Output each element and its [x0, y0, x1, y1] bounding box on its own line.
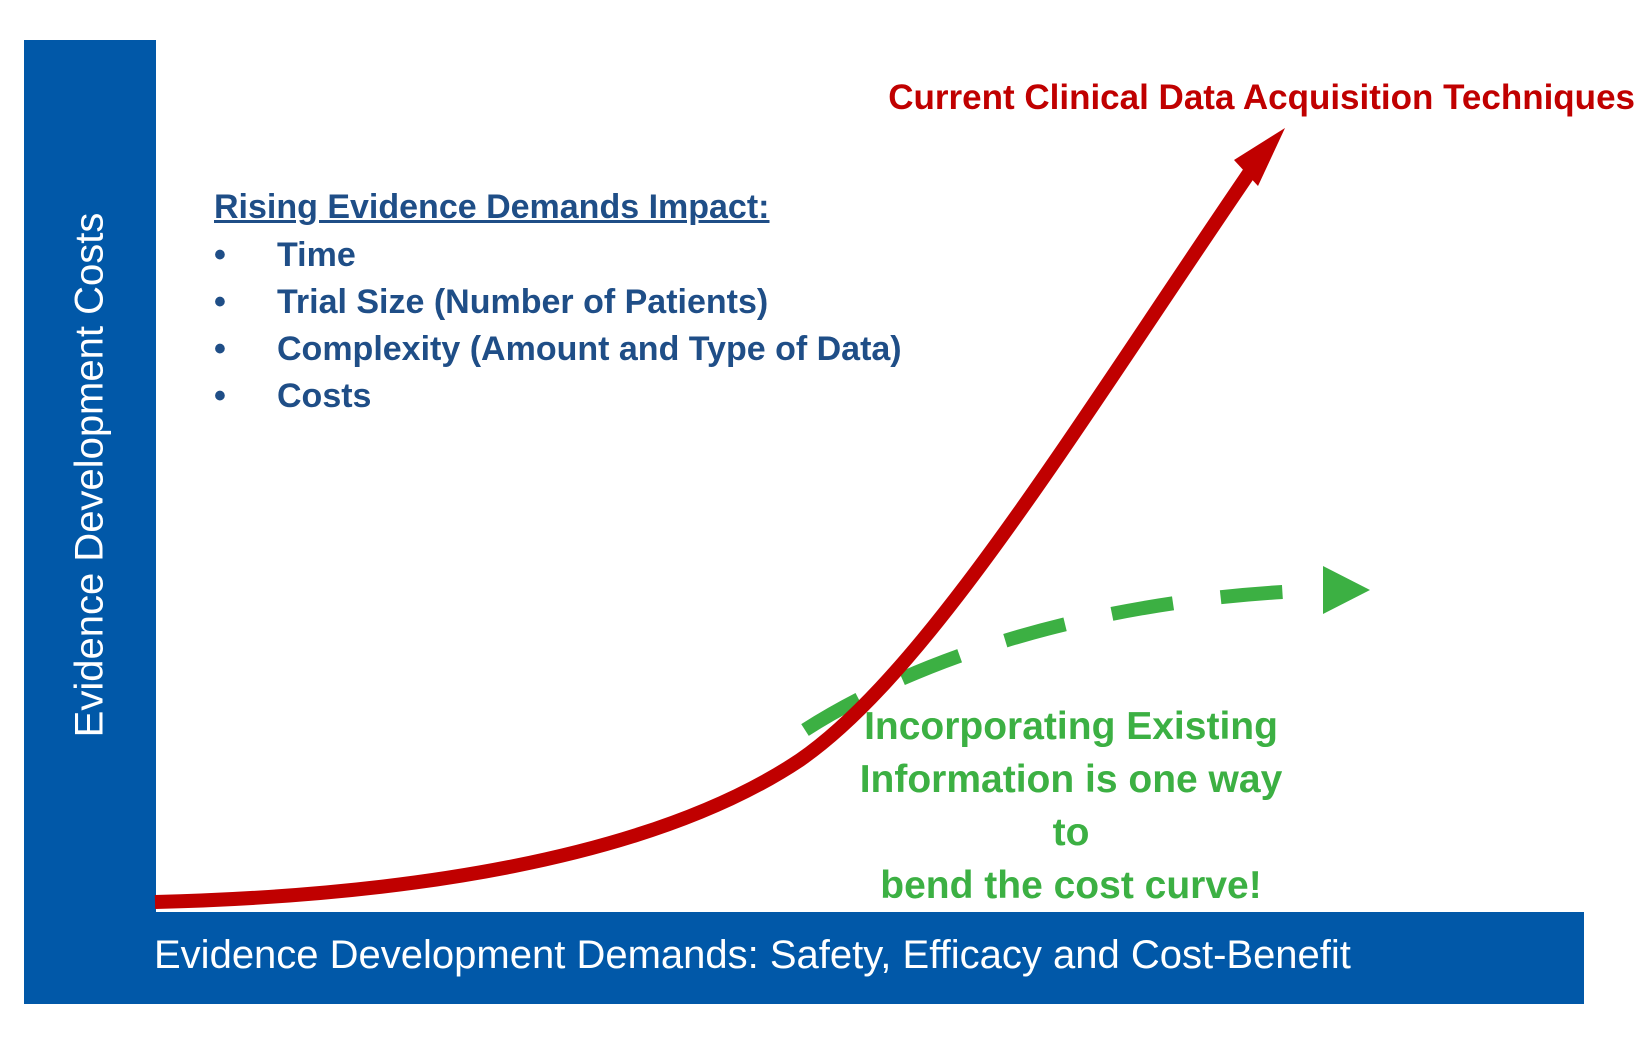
green-label-line: bend the cost curve!: [880, 864, 1262, 907]
green-label-line: Incorporating Existing: [864, 705, 1278, 748]
x-axis-label: Evidence Development Demands: Safety, Ef…: [154, 933, 1351, 977]
green-dashed-curve: [801, 583, 1331, 736]
impact-list: • Time • Trial Size (Number of Patients)…: [214, 232, 902, 420]
bullet-icon: •: [214, 283, 226, 321]
impact-item-label: Time: [277, 236, 356, 274]
bullet-icon: •: [214, 236, 226, 274]
bullet-icon: •: [214, 330, 226, 368]
green-curve-label: Incorporating Existing Information is on…: [856, 700, 1286, 912]
impact-item: • Time: [214, 232, 902, 279]
impact-box: Rising Evidence Demands Impact: • Time •…: [214, 188, 902, 420]
y-axis-bar: [24, 40, 156, 1003]
red-curve: [154, 156, 1264, 909]
impact-item: • Complexity (Amount and Type of Data): [214, 326, 902, 373]
impact-item-label: Costs: [277, 377, 372, 415]
green-arrowhead: [1323, 566, 1370, 614]
red-arrowhead: [1234, 128, 1285, 186]
x-axis-bar: [24, 912, 1584, 1004]
red-curve-label: Current Clinical Data Acquisition Techni…: [888, 78, 1635, 117]
impact-item: • Costs: [214, 373, 902, 420]
impact-item: • Trial Size (Number of Patients): [214, 279, 902, 326]
green-label-line: Information is one way to: [859, 758, 1283, 854]
bullet-icon: •: [214, 377, 226, 415]
impact-item-label: Trial Size (Number of Patients): [277, 283, 769, 321]
impact-item-label: Complexity (Amount and Type of Data): [277, 330, 902, 368]
impact-heading: Rising Evidence Demands Impact:: [214, 188, 770, 226]
